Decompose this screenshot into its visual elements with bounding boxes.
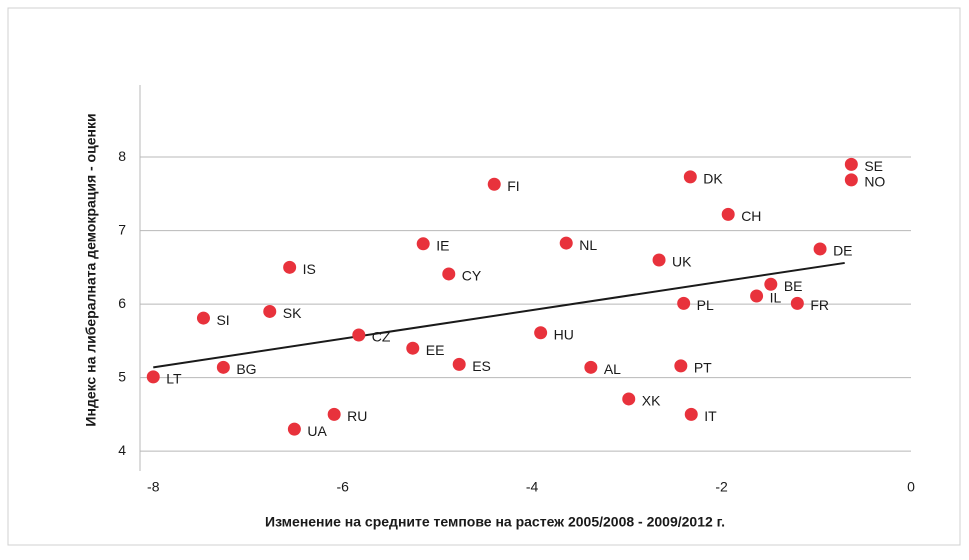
point-label: DE xyxy=(833,243,852,259)
point-label: EE xyxy=(426,342,445,358)
point xyxy=(721,207,735,221)
point-label: XK xyxy=(642,393,661,409)
point xyxy=(622,392,636,406)
y-tick-label: 8 xyxy=(118,148,126,164)
point xyxy=(584,360,598,374)
x-axis-label: Изменение на средните темпове на растеж … xyxy=(265,514,725,530)
point xyxy=(790,296,804,310)
point-label: UA xyxy=(307,423,327,439)
point xyxy=(352,328,366,342)
point-label: PL xyxy=(697,297,714,313)
x-tick-label: -8 xyxy=(147,479,160,495)
point xyxy=(146,370,160,384)
point-label: CH xyxy=(741,208,761,224)
point-label: IE xyxy=(436,238,449,254)
point-label: RU xyxy=(347,408,367,424)
point xyxy=(263,304,277,318)
point xyxy=(559,236,573,250)
point xyxy=(652,253,666,267)
point xyxy=(283,260,297,274)
x-tick-label: -4 xyxy=(526,479,539,495)
trendline xyxy=(153,261,845,369)
point-label: SE xyxy=(864,158,883,174)
point xyxy=(406,341,420,355)
y-axis-label: Индекс на либералната демокрация - оценк… xyxy=(83,113,99,426)
point xyxy=(216,360,230,374)
y-tick-label: 5 xyxy=(118,368,126,384)
point-label: FI xyxy=(507,178,519,194)
point-label: ES xyxy=(472,358,491,374)
point-label: NL xyxy=(579,237,597,253)
point xyxy=(452,357,466,371)
point-label: HU xyxy=(554,326,574,342)
point-label: FR xyxy=(810,297,829,313)
point xyxy=(196,311,210,325)
point xyxy=(684,407,698,421)
point-label: BE xyxy=(784,278,803,294)
x-tick-label: -2 xyxy=(715,479,728,495)
point-label: LT xyxy=(166,371,182,387)
point-label: IT xyxy=(704,408,717,424)
point-label: SK xyxy=(283,305,302,321)
y-tick-label: 4 xyxy=(118,442,126,458)
point xyxy=(764,277,778,291)
point-label: BG xyxy=(236,361,256,377)
point xyxy=(674,359,688,373)
point xyxy=(844,173,858,187)
x-tick-label: 0 xyxy=(907,479,915,495)
point xyxy=(534,326,548,340)
point xyxy=(442,267,456,281)
point-label: UK xyxy=(672,254,692,270)
x-tick-label: -6 xyxy=(336,479,349,495)
frame xyxy=(7,7,961,546)
point xyxy=(750,289,764,303)
point-label: IS xyxy=(303,261,316,277)
point-label: NO xyxy=(864,174,885,190)
point-label: DK xyxy=(703,171,723,187)
point-label: CZ xyxy=(372,329,391,345)
point xyxy=(813,242,827,256)
point xyxy=(677,296,691,310)
y-tick-label: 6 xyxy=(118,295,126,311)
point-label: PT xyxy=(694,360,712,376)
point xyxy=(287,422,301,436)
point-label: SI xyxy=(216,312,229,328)
point-label: CY xyxy=(462,268,482,284)
point xyxy=(487,177,501,191)
point xyxy=(416,237,430,251)
point xyxy=(844,157,858,171)
point-label: IL xyxy=(770,290,782,306)
point xyxy=(683,170,697,184)
point xyxy=(327,407,341,421)
y-tick-label: 7 xyxy=(118,221,126,237)
point-label: AL xyxy=(604,361,621,377)
